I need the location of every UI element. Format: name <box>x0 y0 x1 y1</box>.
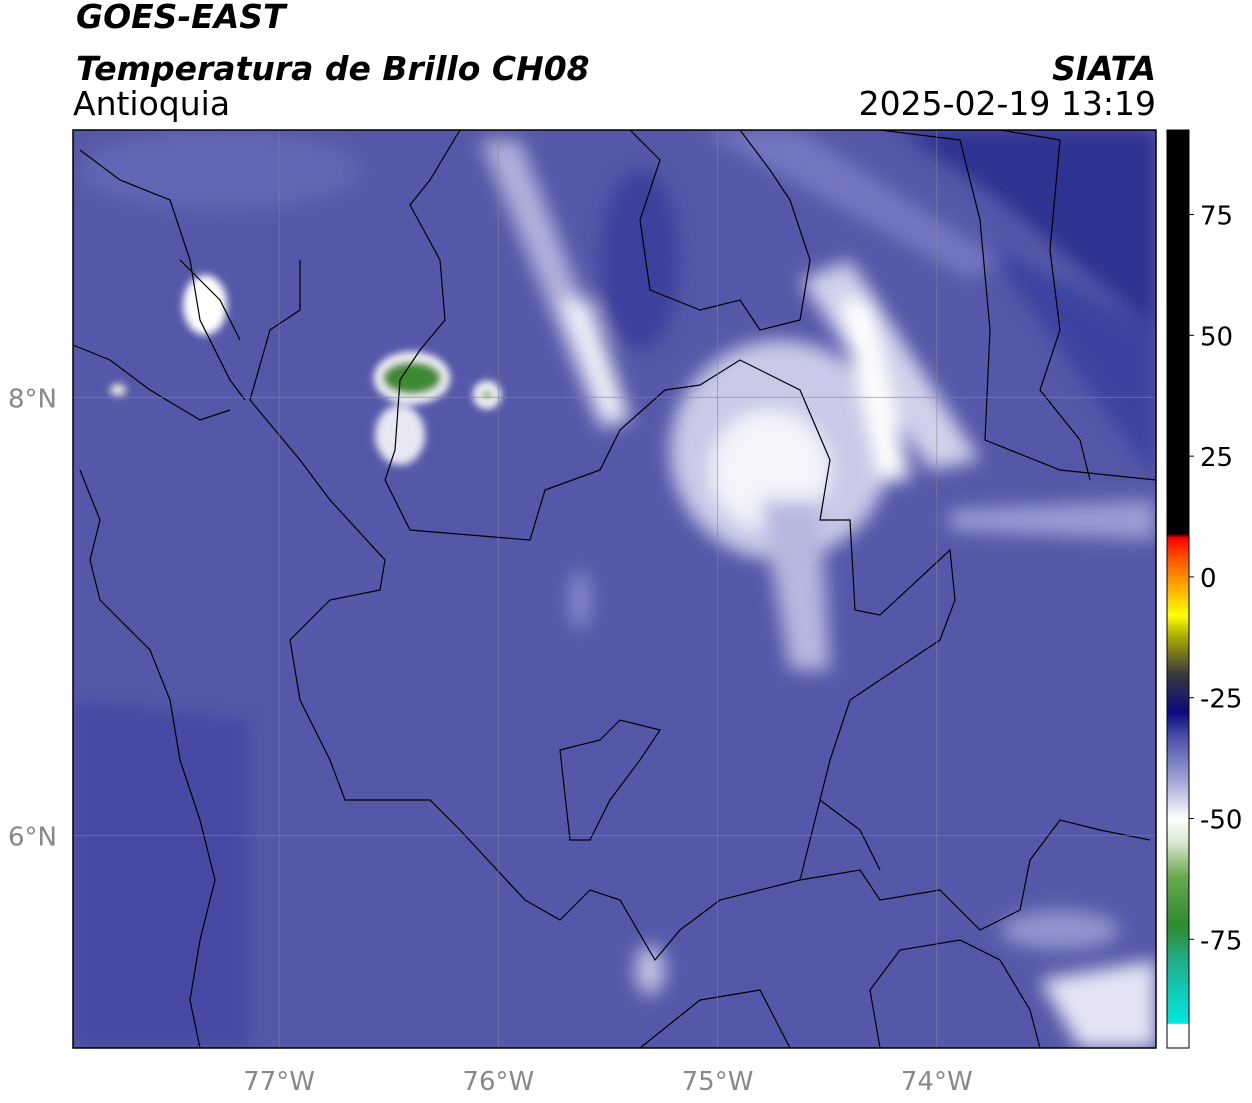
colorbar-tick-label: 50 <box>1200 322 1233 352</box>
title: GOES-EAST <box>76 0 288 36</box>
x-tick-label: 75°W <box>682 1067 754 1097</box>
datetime: 2025-02-19 13:19 <box>859 84 1156 123</box>
colorbar-tick-label: -25 <box>1200 685 1242 715</box>
region: Antioquia <box>73 84 230 123</box>
colorbar-tick-label: 25 <box>1200 443 1233 473</box>
y-tick-label: 6°N <box>8 822 57 852</box>
subtitle: Temperatura de Brillo CH08 <box>76 49 590 88</box>
colorbar-tick-label: 0 <box>1200 564 1217 594</box>
map-frame <box>72 129 1157 1049</box>
colorbar-tick-label: -75 <box>1200 926 1242 956</box>
admin-borders <box>73 130 1156 1048</box>
temperature-field <box>73 130 1156 1048</box>
x-tick-label: 74°W <box>901 1067 973 1097</box>
x-tick-label: 77°W <box>243 1067 315 1097</box>
y-tick-label: 8°N <box>8 384 57 414</box>
source: SIATA <box>1052 49 1156 88</box>
colorbar-tick-label: -50 <box>1200 806 1242 836</box>
colorbar-tick-label: 75 <box>1200 202 1233 232</box>
x-tick-label: 76°W <box>462 1067 534 1097</box>
colorbar <box>1166 129 1190 1049</box>
map-image <box>73 130 1156 1048</box>
